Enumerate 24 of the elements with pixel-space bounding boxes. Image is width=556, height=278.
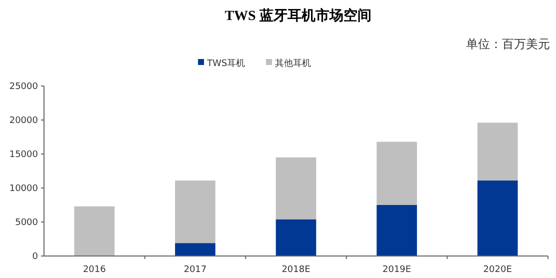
legend-label: 其他耳机 [275, 58, 311, 69]
bar [376, 205, 417, 256]
y-tick-label: 25000 [9, 82, 38, 92]
y-tick-label: 10000 [9, 184, 38, 194]
x-tick-label: 2019E [382, 265, 412, 275]
bar [175, 243, 216, 256]
bar [276, 157, 316, 220]
bar [376, 142, 417, 205]
y-tick-label: 0 [32, 252, 38, 262]
text: 单位：百万美元 [466, 37, 550, 51]
legend-label: TWS耳机 [206, 58, 246, 69]
chart-title: TWS 蓝牙耳机市场空间 [224, 7, 372, 24]
bar [477, 180, 518, 256]
x-tick-label: 2018E [282, 265, 311, 275]
bar [74, 206, 115, 256]
bar [477, 122, 518, 181]
y-tick-label: 15000 [9, 150, 38, 160]
x-tick-label: 2017 [184, 265, 207, 275]
y-tick-label: 5000 [15, 218, 38, 228]
bar [276, 219, 316, 256]
bar [175, 180, 216, 244]
x-tick-label: 2016 [82, 265, 106, 275]
y-tick-label: 20000 [9, 116, 38, 126]
x-tick-label: 2020E [483, 265, 512, 275]
